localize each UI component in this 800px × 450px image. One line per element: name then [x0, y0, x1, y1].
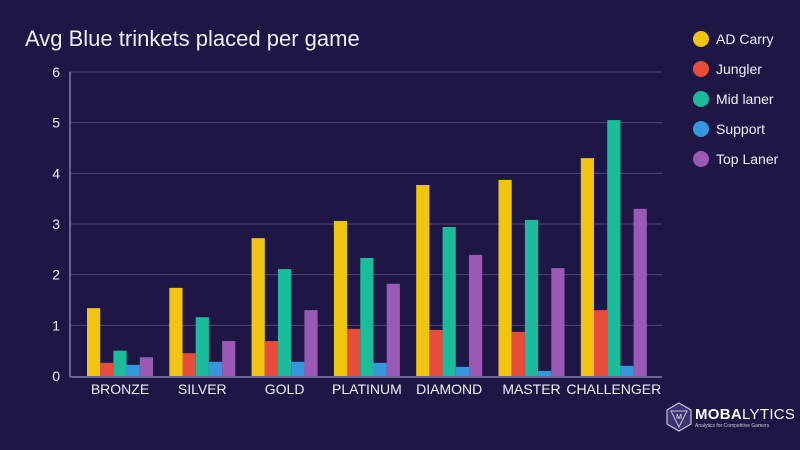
chart-title: Avg Blue trinkets placed per game	[25, 26, 360, 51]
x-tick-label: MASTER	[502, 381, 560, 397]
bar-platinum-mid-laner	[360, 257, 374, 376]
legend-swatch	[693, 91, 709, 107]
legend-swatch	[693, 121, 709, 137]
y-tick-label: 2	[52, 267, 60, 283]
bar-platinum-top-laner	[386, 283, 400, 376]
bar-platinum-ad-carry	[333, 220, 348, 376]
y-tick-label: 0	[52, 368, 60, 384]
legend-swatch	[693, 61, 709, 77]
legend-item: Support	[693, 114, 778, 144]
bar-diamond-ad-carry	[416, 184, 430, 376]
mobalytics-logo: M MOBALYTICS Analytics for Competitive G…	[666, 402, 795, 432]
bar-bronze-ad-carry	[87, 308, 101, 376]
bar-master-support	[538, 370, 552, 376]
x-tick-label: SILVER	[178, 381, 227, 397]
legend-item: Mid laner	[693, 84, 778, 114]
bar-diamond-mid-laner	[442, 227, 456, 376]
bar-bronze-support	[126, 364, 140, 376]
x-tick-label: GOLD	[265, 381, 305, 397]
y-tick-label: 3	[52, 216, 60, 232]
bar-platinum-jungler	[347, 328, 361, 376]
x-tick-label: BRONZE	[91, 381, 149, 397]
bar-master-top-laner	[551, 268, 565, 376]
x-tick-label: DIAMOND	[416, 381, 482, 397]
y-tick-label: 6	[52, 64, 60, 80]
bar-gold-support	[291, 361, 305, 376]
legend-swatch	[693, 151, 709, 167]
bar-diamond-jungler	[429, 329, 443, 376]
bar-silver-top-laner	[222, 341, 236, 376]
bar-bronze-mid-laner	[113, 350, 127, 376]
legend: AD Carry Jungler Mid laner Support Top Laner	[693, 24, 778, 174]
bar-challenger-ad-carry	[580, 158, 594, 376]
bar-bronze-top-laner	[139, 357, 153, 376]
bar-diamond-top-laner	[469, 254, 483, 376]
legend-label: Top Laner	[716, 151, 779, 167]
logo-name: MOBALYTICS	[695, 405, 796, 423]
y-tick-label: 5	[52, 115, 60, 131]
x-tick-label: PLATINUM	[332, 381, 402, 397]
bar-gold-mid-laner	[278, 269, 292, 376]
bar-master-ad-carry	[498, 179, 512, 376]
y-tick-label: 4	[52, 165, 60, 181]
logo-icon: M	[666, 402, 692, 432]
legend-label: Mid laner	[716, 91, 774, 107]
bar-challenger-mid-laner	[607, 120, 621, 376]
legend-label: AD Carry	[716, 31, 774, 47]
svg-text:M: M	[676, 414, 682, 421]
bar-silver-mid-laner	[195, 317, 209, 376]
bar-bronze-jungler	[100, 362, 114, 376]
legend-label: Jungler	[716, 61, 762, 77]
bar-challenger-top-laner	[633, 208, 647, 376]
x-tick-label: CHALLENGER	[566, 381, 661, 397]
legend-item: Jungler	[693, 54, 778, 84]
bar-silver-jungler	[182, 353, 196, 376]
bar-gold-top-laner	[304, 310, 318, 376]
y-tick-label: 1	[52, 317, 60, 333]
bar-master-mid-laner	[524, 219, 539, 376]
bar-platinum-support	[373, 362, 387, 376]
bar-silver-ad-carry	[169, 287, 183, 376]
legend-label: Support	[716, 121, 766, 137]
bar-master-jungler	[511, 331, 525, 376]
legend-item: Top Laner	[693, 144, 778, 174]
bar-challenger-jungler	[594, 310, 608, 376]
bar-silver-support	[208, 361, 223, 376]
bar-diamond-support	[455, 366, 469, 376]
legend-item: AD Carry	[693, 24, 778, 54]
legend-swatch	[693, 31, 709, 47]
bar-challenger-support	[620, 365, 634, 376]
bar-gold-ad-carry	[251, 238, 265, 376]
bar-gold-jungler	[264, 341, 278, 376]
logo-tagline: Analytics for Competitive Gamers	[695, 422, 770, 429]
